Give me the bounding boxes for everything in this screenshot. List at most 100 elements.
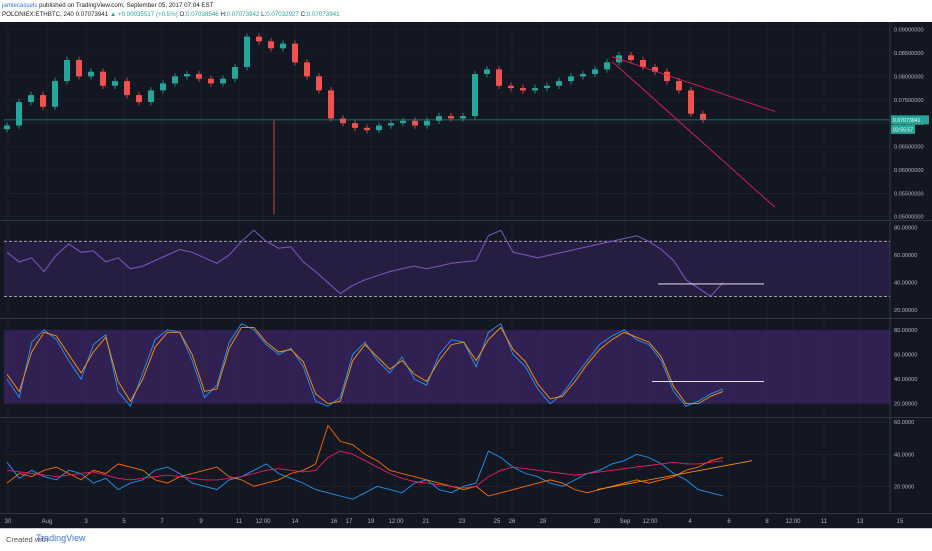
candle xyxy=(160,80,166,94)
candle xyxy=(4,122,10,133)
candle-body xyxy=(328,90,334,119)
price-tick-label: 0.08500000 xyxy=(894,51,924,57)
candle xyxy=(304,59,310,80)
dmi-trend-line xyxy=(596,460,753,490)
candle xyxy=(232,63,238,82)
candle-body xyxy=(412,120,418,126)
chart-header: jamiecassels published on TradingView.co… xyxy=(0,0,932,22)
high-value: 0.07073942 xyxy=(226,11,260,18)
dmi-plus-line xyxy=(6,450,724,500)
low-label: L: xyxy=(259,11,267,18)
candle-body xyxy=(388,123,394,126)
candle-body xyxy=(184,74,190,77)
candle-body xyxy=(172,76,178,84)
candle xyxy=(16,98,22,129)
candle-body xyxy=(340,118,346,124)
publish-line: jamiecassels published on TradingView.co… xyxy=(2,2,213,10)
candle-body xyxy=(40,95,46,107)
stoch-band xyxy=(4,329,890,404)
time-tick-label: 6 xyxy=(727,519,731,525)
time-tick-label: 12:00 xyxy=(388,519,404,525)
candle-body xyxy=(676,81,682,91)
candle-body xyxy=(220,78,226,84)
price-tick-label: 0.05000000 xyxy=(894,215,924,221)
time-tick-label: 9 xyxy=(199,519,203,525)
time-tick-label: 12:00 xyxy=(255,519,271,525)
time-tick-label: 25 xyxy=(494,519,501,525)
candle-body xyxy=(64,60,70,82)
stoch-tick-label: 80.00000 xyxy=(894,328,917,334)
candle-body xyxy=(580,74,586,77)
dmi-tick-label: 20.0000 xyxy=(894,484,914,490)
candle xyxy=(400,117,406,127)
countdown-box xyxy=(891,124,915,134)
stoch-tick-label: 40.00000 xyxy=(894,377,917,383)
candle xyxy=(184,70,190,80)
chart-area[interactable]: 0.09000000 0.08500000 0.08000000 0.07500000… xyxy=(0,22,932,528)
price-change: ▲ +0.00035517 (+0.5%) xyxy=(110,11,178,18)
candle-body xyxy=(256,36,262,42)
candle-body xyxy=(532,88,538,91)
candle xyxy=(376,122,382,134)
time-tick-label: 28 xyxy=(540,519,547,525)
stoch-tick-label: 20.00000 xyxy=(894,402,917,408)
candle xyxy=(208,75,214,87)
candle-body xyxy=(436,116,442,121)
candle xyxy=(604,59,610,73)
candle xyxy=(484,66,490,78)
candle xyxy=(664,68,670,85)
time-tick-label: 7 xyxy=(160,519,164,525)
time-tick-label: 23 xyxy=(459,519,466,525)
candle-body xyxy=(688,90,694,114)
time-tick-label: 30 xyxy=(594,519,601,525)
candle-body xyxy=(568,76,574,82)
candle xyxy=(532,84,538,94)
candle xyxy=(52,77,58,111)
candle xyxy=(76,56,82,80)
candle xyxy=(328,87,334,122)
candle xyxy=(640,56,646,71)
candle xyxy=(316,73,322,94)
tradingview-logo-text[interactable]: TradingView xyxy=(36,533,86,543)
symbol-line: POLONIEX:ETHBTC, 240 0.07073941 ▲ +0.000… xyxy=(2,11,340,19)
rsi-tick-label: 80.00000 xyxy=(894,226,917,232)
candle xyxy=(280,40,286,52)
candle xyxy=(172,73,178,87)
candle xyxy=(100,68,106,89)
stoch-k-line xyxy=(6,323,724,408)
candle-body xyxy=(268,41,274,49)
candle xyxy=(652,63,658,75)
candle-body xyxy=(124,81,130,96)
time-tick-label: 8 xyxy=(765,519,769,525)
candle-body xyxy=(640,60,646,68)
candle xyxy=(28,91,34,106)
author-link[interactable]: jamiecassels xyxy=(2,2,38,9)
last-price-box xyxy=(891,115,929,125)
candle-body xyxy=(460,116,466,119)
candle-body xyxy=(208,78,214,84)
candle-body xyxy=(292,43,298,63)
rsi-band xyxy=(4,241,890,297)
time-tick-label: Aug xyxy=(42,519,53,525)
candle xyxy=(556,77,562,89)
candle xyxy=(448,112,454,122)
stoch-tick-label: 60.00000 xyxy=(894,352,917,358)
candle xyxy=(40,91,46,111)
candle xyxy=(340,115,346,127)
candle xyxy=(508,82,514,92)
candle-body xyxy=(160,83,166,91)
high-label: H: xyxy=(218,11,227,18)
chart-footer: Created with TradingView xyxy=(0,528,932,551)
last-price: 0.07073941 xyxy=(75,11,109,18)
time-tick-label: 14 xyxy=(292,519,299,525)
candle xyxy=(148,87,154,106)
candle-body xyxy=(232,67,238,79)
chart-canvas[interactable]: 0.09000000 0.08500000 0.08000000 0.07500000… xyxy=(0,22,932,528)
candle xyxy=(472,70,478,120)
candle-body xyxy=(424,120,430,126)
candle-body xyxy=(400,120,406,124)
candle xyxy=(520,84,526,94)
candle-body xyxy=(280,43,286,49)
candle xyxy=(496,66,502,89)
candle-body xyxy=(244,36,250,68)
